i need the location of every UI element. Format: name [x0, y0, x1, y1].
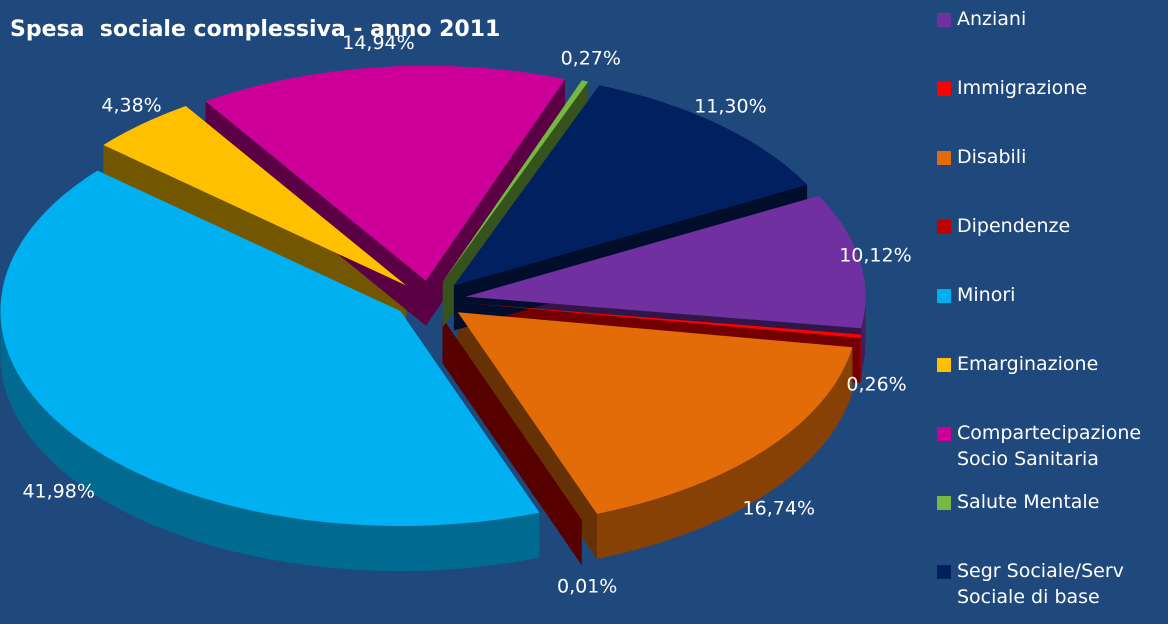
slice — [205, 65, 565, 281]
slice — [465, 195, 866, 329]
slice-side — [0, 311, 540, 571]
legend-item: Salute Mentale — [935, 489, 1168, 558]
legend-label: Salute Mentale — [957, 491, 1100, 513]
legend-label: Disabili — [957, 146, 1027, 168]
data-label: 4,38% — [101, 95, 161, 117]
data-label: 10,12% — [839, 245, 911, 267]
legend-swatch — [937, 151, 951, 165]
legend-label: Minori — [957, 284, 1016, 306]
legend-swatch — [937, 358, 951, 372]
slice — [453, 85, 808, 286]
legend-swatch — [937, 220, 951, 234]
legend-item: Anziani — [935, 6, 1168, 75]
data-label: 0,01% — [557, 575, 617, 597]
legend-swatch — [937, 13, 951, 27]
pie-area: Spesa sociale complessiva - anno 2011 10… — [0, 17, 912, 597]
legend: Anziani Immigrazione Disabili Dipendenze Min… — [935, 6, 1168, 624]
slice-side — [860, 334, 862, 383]
legend-item: Immigrazione — [935, 75, 1168, 144]
legend-swatch — [937, 289, 951, 303]
chart-title: Spesa sociale complessiva - anno 2011 — [10, 17, 500, 42]
slice — [457, 312, 853, 514]
legend-swatch — [937, 496, 951, 510]
legend-label: Immigrazione — [957, 77, 1088, 99]
legend-label: Anziani — [957, 8, 1027, 30]
legend-label: Segr Sociale/Serv Sociale di base — [957, 560, 1124, 608]
slice — [442, 318, 582, 520]
legend-swatch — [937, 565, 951, 579]
legend-label: Emarginazione — [957, 353, 1099, 375]
data-label: 41,98% — [22, 481, 94, 503]
legend-item: Dipendenze — [935, 213, 1168, 282]
slice-wall — [442, 318, 582, 565]
slice — [103, 106, 407, 286]
legend-item: Emarginazione — [935, 351, 1168, 420]
legend-swatch — [937, 427, 951, 441]
legend-item: Segr Sociale/Serv Sociale di base — [935, 558, 1168, 624]
legend-label: Compartecipazione Socio Sanitaria — [957, 422, 1142, 470]
data-label: 11,30% — [694, 96, 766, 118]
slice-side — [597, 347, 853, 559]
slice-side — [861, 296, 866, 374]
data-label: 0,27% — [561, 47, 621, 69]
legend-item: Compartecipazione Socio Sanitaria — [935, 420, 1168, 489]
slice — [465, 303, 862, 338]
slice — [442, 80, 589, 282]
slice — [0, 170, 540, 526]
data-label: 16,74% — [743, 498, 815, 520]
legend-item: Disabili — [935, 144, 1168, 213]
legend-swatch — [937, 82, 951, 96]
legend-label: Dipendenze — [957, 215, 1071, 237]
data-label: 0,26% — [846, 373, 906, 395]
legend-item: Minori — [935, 282, 1168, 351]
data-label: 14,94% — [342, 32, 414, 54]
